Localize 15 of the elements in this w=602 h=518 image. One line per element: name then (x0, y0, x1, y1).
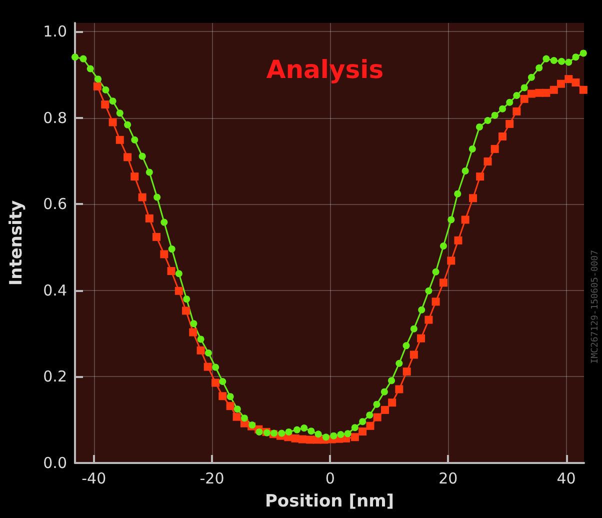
y-tick-label: 1.0 (43, 22, 67, 41)
x-tick-label: 20 (438, 470, 458, 488)
x-tick-label: 40 (556, 470, 576, 488)
x-tick-label: -20 (200, 470, 224, 488)
y-tick-label: 0.0 (43, 454, 67, 472)
text: Analysis (266, 55, 384, 84)
x-axis-title: Position [nm] (264, 492, 394, 512)
y-axis-title: Intensity (6, 200, 26, 286)
y-tick-label: 0.6 (43, 195, 67, 214)
y-tick-label: 0.4 (43, 281, 67, 300)
x-tick-label: 0 (325, 470, 335, 488)
x-tick-label: -40 (82, 470, 106, 488)
text: IMC267129-150605-0007 (590, 250, 600, 364)
y-tick-label: 0.2 (43, 368, 67, 386)
y-tick-label: 0.8 (43, 108, 67, 127)
